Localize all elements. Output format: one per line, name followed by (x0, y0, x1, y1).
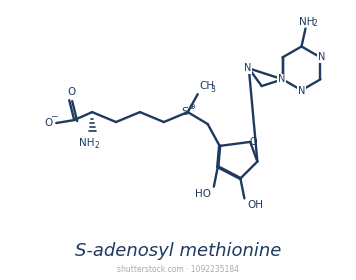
Text: N: N (298, 86, 305, 96)
Text: 3: 3 (211, 85, 215, 94)
Text: HO: HO (195, 189, 211, 199)
Text: NH: NH (299, 17, 314, 27)
Text: CH: CH (200, 81, 215, 91)
Text: shutterstock.com · 1092235184: shutterstock.com · 1092235184 (117, 265, 239, 274)
Text: N: N (318, 52, 325, 62)
Text: S-adenosyl methionine: S-adenosyl methionine (75, 242, 281, 260)
Text: S: S (181, 107, 188, 117)
Text: −: − (49, 111, 57, 121)
Text: NH: NH (79, 138, 95, 148)
Text: 2: 2 (312, 19, 317, 28)
Text: N: N (278, 74, 285, 84)
Text: OH: OH (247, 200, 263, 210)
Text: 2: 2 (95, 141, 99, 150)
Text: O: O (67, 87, 75, 97)
Text: N: N (244, 63, 251, 73)
Text: ⊕: ⊕ (188, 102, 195, 111)
Text: O: O (250, 137, 257, 147)
Text: O: O (44, 118, 52, 128)
